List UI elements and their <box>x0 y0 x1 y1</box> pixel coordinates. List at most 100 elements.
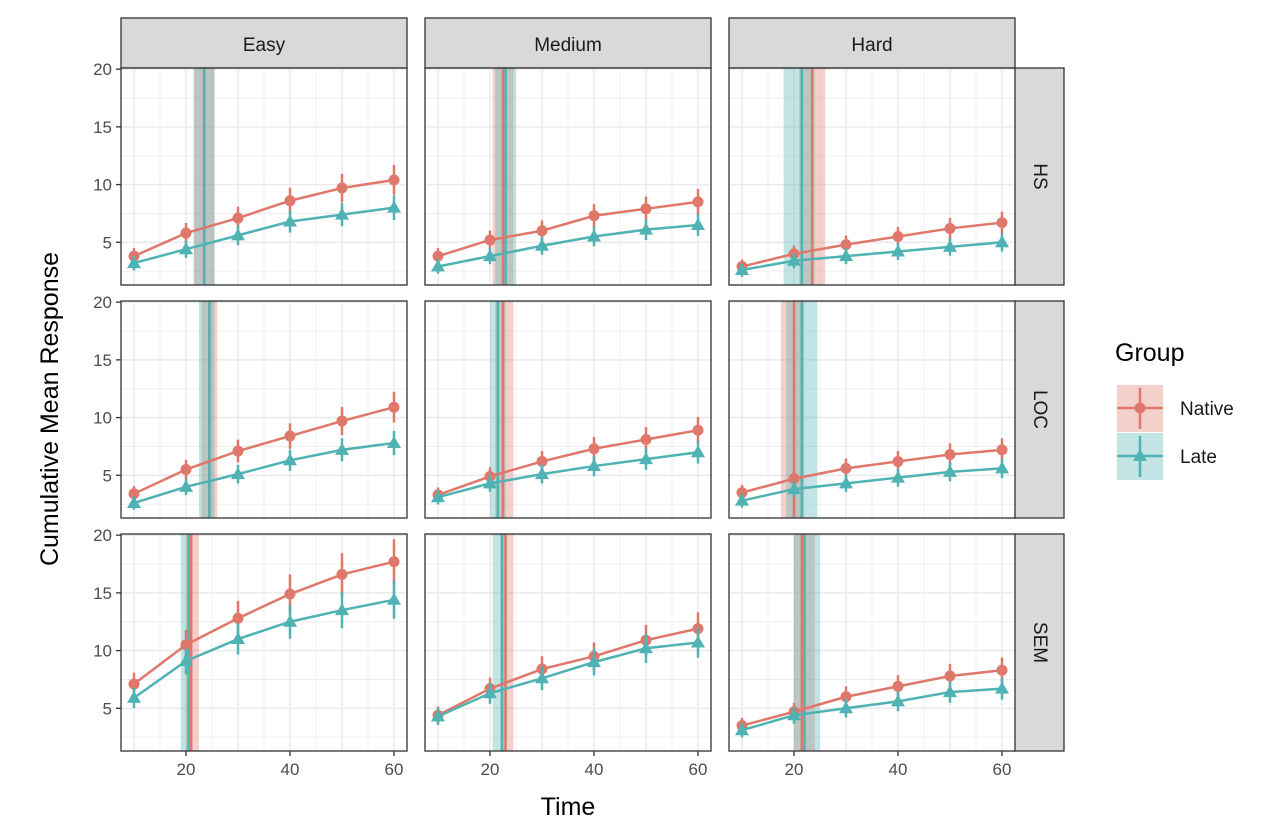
series-line-native <box>741 221 1003 268</box>
point-late <box>335 207 349 220</box>
y-tick-label: 5 <box>103 466 112 485</box>
point-late <box>995 235 1009 248</box>
series-line-native <box>437 200 699 258</box>
point-native <box>180 639 192 651</box>
point-native <box>944 449 956 461</box>
point-native <box>432 250 444 262</box>
point-late <box>891 244 905 257</box>
y-tick-label: 15 <box>93 584 112 603</box>
panel-border <box>120 67 408 286</box>
legend-title: Group <box>1115 339 1184 367</box>
vline-ci-late <box>199 301 215 518</box>
y-tick-label: 10 <box>93 409 112 428</box>
point-late <box>787 253 801 266</box>
series-line-late <box>133 441 395 505</box>
column-strip-label: Hard <box>851 35 892 56</box>
series-line-native <box>133 405 395 495</box>
x-tick-label: 60 <box>385 760 404 779</box>
column-strip-label: Easy <box>243 35 286 56</box>
point-late <box>387 592 401 605</box>
point-late <box>231 228 245 241</box>
y-tick-label: 10 <box>93 642 112 661</box>
point-native <box>536 455 548 467</box>
point-late <box>179 242 193 255</box>
y-tick-label: 5 <box>103 699 112 718</box>
point-native <box>736 487 748 499</box>
column-strip-label: Medium <box>534 35 602 56</box>
x-tick-label: 60 <box>689 760 708 779</box>
point-late <box>127 495 141 508</box>
row-strip <box>1013 67 1065 286</box>
panel-border <box>424 300 712 519</box>
panel-border <box>728 533 1016 752</box>
x-tick-label: 60 <box>993 760 1012 779</box>
x-tick-label: 20 <box>481 760 500 779</box>
point-late <box>587 459 601 472</box>
x-tick-label: 20 <box>177 760 196 779</box>
legend-key-point <box>1133 449 1147 461</box>
y-tick-label: 5 <box>103 233 112 252</box>
point-native <box>640 434 652 446</box>
point-native <box>892 455 904 467</box>
point-late <box>535 238 549 251</box>
point-late <box>127 256 141 269</box>
point-native <box>692 196 704 208</box>
panel-loc-medium <box>424 300 712 519</box>
point-late <box>891 470 905 483</box>
vline-ci-late <box>783 68 815 285</box>
y-axis-title: Cumulative Mean Response <box>36 252 64 566</box>
y-tick-label: 15 <box>93 351 112 370</box>
panel-border <box>120 300 408 519</box>
panel-border <box>120 533 408 752</box>
point-native <box>484 234 496 246</box>
point-late <box>231 632 245 645</box>
point-native <box>128 488 140 500</box>
point-native <box>232 445 244 457</box>
point-late <box>995 681 1009 694</box>
point-late <box>535 671 549 684</box>
point-late <box>839 249 853 262</box>
point-late <box>483 249 497 262</box>
series-line-native <box>133 178 395 258</box>
panel-hs-hard <box>728 67 1016 286</box>
point-native <box>336 182 348 194</box>
point-late <box>787 708 801 721</box>
x-axis-title: Time <box>541 793 596 821</box>
point-late <box>943 464 957 477</box>
point-late <box>283 614 297 627</box>
point-late <box>943 685 957 698</box>
point-late <box>839 701 853 714</box>
point-late <box>335 603 349 616</box>
point-native <box>588 210 600 222</box>
point-native <box>692 424 704 436</box>
panel-hs-medium <box>424 67 712 286</box>
point-native <box>892 680 904 692</box>
x-tick-label: 20 <box>785 760 804 779</box>
point-late <box>231 467 245 480</box>
point-native <box>336 568 348 580</box>
point-native <box>388 174 400 186</box>
point-late <box>691 635 705 648</box>
vline-ci-native <box>500 534 514 751</box>
point-late <box>995 461 1009 474</box>
point-late <box>943 239 957 252</box>
point-late <box>639 641 653 654</box>
point-native <box>336 415 348 427</box>
panel-hs-easy: 5 10 15 20 <box>93 60 408 286</box>
column-strip <box>728 17 1016 69</box>
series-line-native <box>437 429 699 497</box>
point-native <box>944 670 956 682</box>
point-late <box>639 222 653 235</box>
panel-loc-hard <box>728 300 1016 519</box>
point-late <box>283 453 297 466</box>
point-native <box>640 203 652 215</box>
point-late <box>283 214 297 227</box>
point-late <box>387 200 401 213</box>
point-native <box>788 473 800 485</box>
point-native <box>996 664 1008 676</box>
panel-sem-easy: 5 10 15 20 20 40 60 <box>93 526 408 779</box>
series-line-late <box>133 598 395 699</box>
point-native <box>232 212 244 224</box>
